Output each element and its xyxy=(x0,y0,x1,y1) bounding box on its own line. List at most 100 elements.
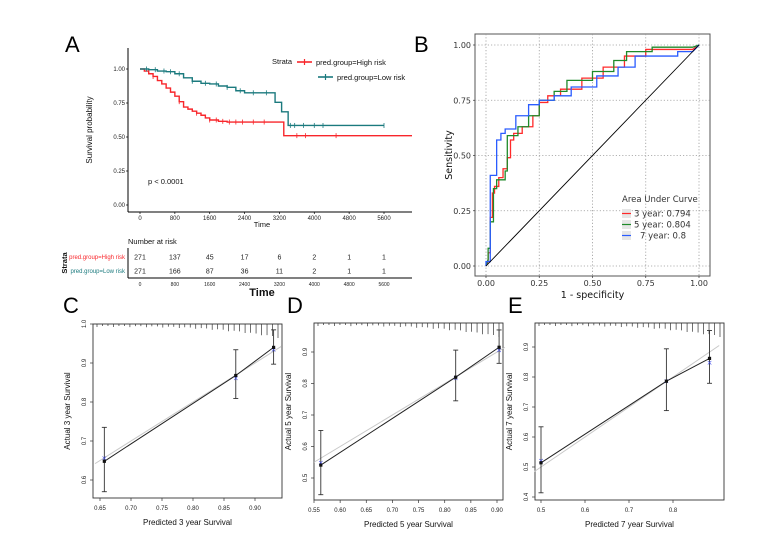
x-tick-label: 0.85 xyxy=(465,508,477,514)
bias-corrected-marker: × xyxy=(318,459,324,467)
risk-count: 166 xyxy=(169,269,181,276)
observed-point xyxy=(539,461,543,465)
observed-point xyxy=(319,463,323,467)
risk-count: 1 xyxy=(382,255,386,262)
x-tick-label: 0.00 xyxy=(477,279,495,288)
plot-frame xyxy=(313,322,504,501)
risk-count: 2 xyxy=(312,255,316,262)
y-axis-title: Sensitivity xyxy=(444,130,455,180)
legend-title: Strata xyxy=(272,57,293,66)
risk-count: 11 xyxy=(276,269,283,276)
y-tick-label: 0.75 xyxy=(113,101,125,107)
risk-count: 1 xyxy=(347,269,351,276)
risk-table-title: Number at risk xyxy=(128,237,177,246)
risk-count: 137 xyxy=(169,255,181,262)
ideal-reference-line xyxy=(94,345,282,465)
bias-corrected-marker: × xyxy=(496,347,502,355)
x-tick-label: 0.25 xyxy=(530,279,548,288)
panel-c-calibration-plot: 0.6 0.7 0.8 0.9 1.0 0.65 0.70 0.75 0.80 0.85 0.90 P… xyxy=(63,319,283,527)
y-tick-label: 0.00 xyxy=(453,262,471,271)
x-tick-label: 0.8 xyxy=(669,508,678,514)
risk-count: 1 xyxy=(347,255,351,262)
y-tick-label: 0.5 xyxy=(524,462,530,471)
x-tick-label: 4000 xyxy=(308,216,322,222)
risk-count: 45 xyxy=(206,255,214,262)
risk-count: 87 xyxy=(206,269,214,276)
x-tick-label: 1600 xyxy=(203,216,217,222)
bias-corrected-marker: × xyxy=(233,374,239,382)
y-axis-title: Actual 5 year Survival xyxy=(284,373,293,451)
panel-label-d: D xyxy=(287,293,303,318)
y-tick-label: 0.9 xyxy=(82,358,88,367)
risk-table-row-label: pred.group=High risk xyxy=(69,255,126,261)
y-tick-label: 0.8 xyxy=(303,379,309,388)
y-tick-label: 0.50 xyxy=(453,152,471,161)
x-tick-label: 0.65 xyxy=(94,506,106,512)
risk-x-tick-label: 0 xyxy=(139,282,142,288)
x-tick-label: 0.5 xyxy=(537,508,546,514)
x-tick-label: 0.90 xyxy=(491,508,503,514)
x-tick-label: 800 xyxy=(170,216,181,222)
reference-diagonal xyxy=(485,44,700,267)
x-tick-label: 0.75 xyxy=(413,508,425,514)
panel-a-risk-table: Number at risk pred.group=High risk 271 137… xyxy=(60,237,412,299)
x-tick-label: 0.65 xyxy=(360,508,372,514)
y-tick-label: 0.25 xyxy=(113,169,125,175)
y-tick-label: 1.00 xyxy=(453,41,471,50)
observed-point xyxy=(497,345,501,349)
bias-corrected-marker: × xyxy=(707,359,713,367)
risk-count: 1 xyxy=(382,269,386,276)
x-tick-label: 5600 xyxy=(377,216,391,222)
panel-label-c: C xyxy=(63,293,79,318)
risk-count: 2 xyxy=(312,269,316,276)
x-axis-title: Predicted 5 year Survival xyxy=(364,520,453,529)
y-tick-label: 0.00 xyxy=(113,203,125,209)
x-tick-label: 0.85 xyxy=(218,506,230,512)
x-tick-label: 0.90 xyxy=(249,506,261,512)
x-tick-label: 0.75 xyxy=(637,279,655,288)
risk-table-y-title: Strata xyxy=(60,252,69,274)
observed-point xyxy=(664,379,668,383)
y-tick-label: 0.9 xyxy=(524,342,530,351)
p-value-annotation: p < 0.0001 xyxy=(148,177,184,186)
legend-label: pred.group=Low risk xyxy=(337,73,405,82)
y-tick-label: 0.6 xyxy=(524,432,530,441)
x-tick-label: 0.80 xyxy=(439,508,451,514)
x-tick-label: 0.70 xyxy=(387,508,399,514)
y-tick-label: 1.0 xyxy=(82,319,88,328)
y-tick-label: 0.6 xyxy=(82,475,88,484)
x-tick-label: 0 xyxy=(138,216,142,222)
x-axis-title: 1 - specificity xyxy=(561,290,625,301)
y-tick-label: 0.7 xyxy=(303,410,309,419)
risk-x-tick-label: 3200 xyxy=(274,282,285,288)
x-tick-label: 1.00 xyxy=(690,279,708,288)
bias-corrected-marker: × xyxy=(271,346,277,354)
risk-table-row-label: pred.group=Low risk xyxy=(70,269,126,275)
y-tick-label: 0.25 xyxy=(453,207,471,216)
x-axis-title: Predicted 3 year Survival xyxy=(143,518,232,527)
risk-count: 17 xyxy=(241,255,249,262)
y-axis-title: Actual 3 year Survival xyxy=(63,372,72,450)
risk-count: 271 xyxy=(134,269,146,276)
ideal-reference-line xyxy=(534,345,720,472)
legend-label: pred.group=High risk xyxy=(316,58,386,67)
risk-x-tick-label: 2400 xyxy=(239,282,250,288)
risk-count: 271 xyxy=(134,255,146,262)
risk-x-tick-label: 4800 xyxy=(344,282,355,288)
x-tick-label: 0.75 xyxy=(156,506,168,512)
x-tick-label: 0.7 xyxy=(625,508,634,514)
risk-table-x-title: Time xyxy=(249,287,274,299)
x-tick-label: 0.6 xyxy=(581,508,590,514)
legend-label: 3 year: 0.794 xyxy=(634,210,691,220)
y-tick-label: 1.00 xyxy=(113,67,125,73)
x-tick-label: 0.55 xyxy=(308,508,320,514)
observed-point xyxy=(707,356,712,360)
km-curve-high-risk xyxy=(140,68,412,137)
x-tick-label: 4800 xyxy=(342,216,356,222)
y-tick-label: 0.7 xyxy=(524,402,530,411)
y-axis-title: Survival probability xyxy=(85,96,94,163)
x-tick-label: 0.80 xyxy=(187,506,199,512)
panel-label-a: A xyxy=(65,32,80,57)
roc-curve-7-year xyxy=(485,44,700,266)
panel-b-roc-plot: 0.00 0.25 0.50 0.75 1.00 0.00 0.25 0.50 0.75 1.00… xyxy=(444,33,711,301)
